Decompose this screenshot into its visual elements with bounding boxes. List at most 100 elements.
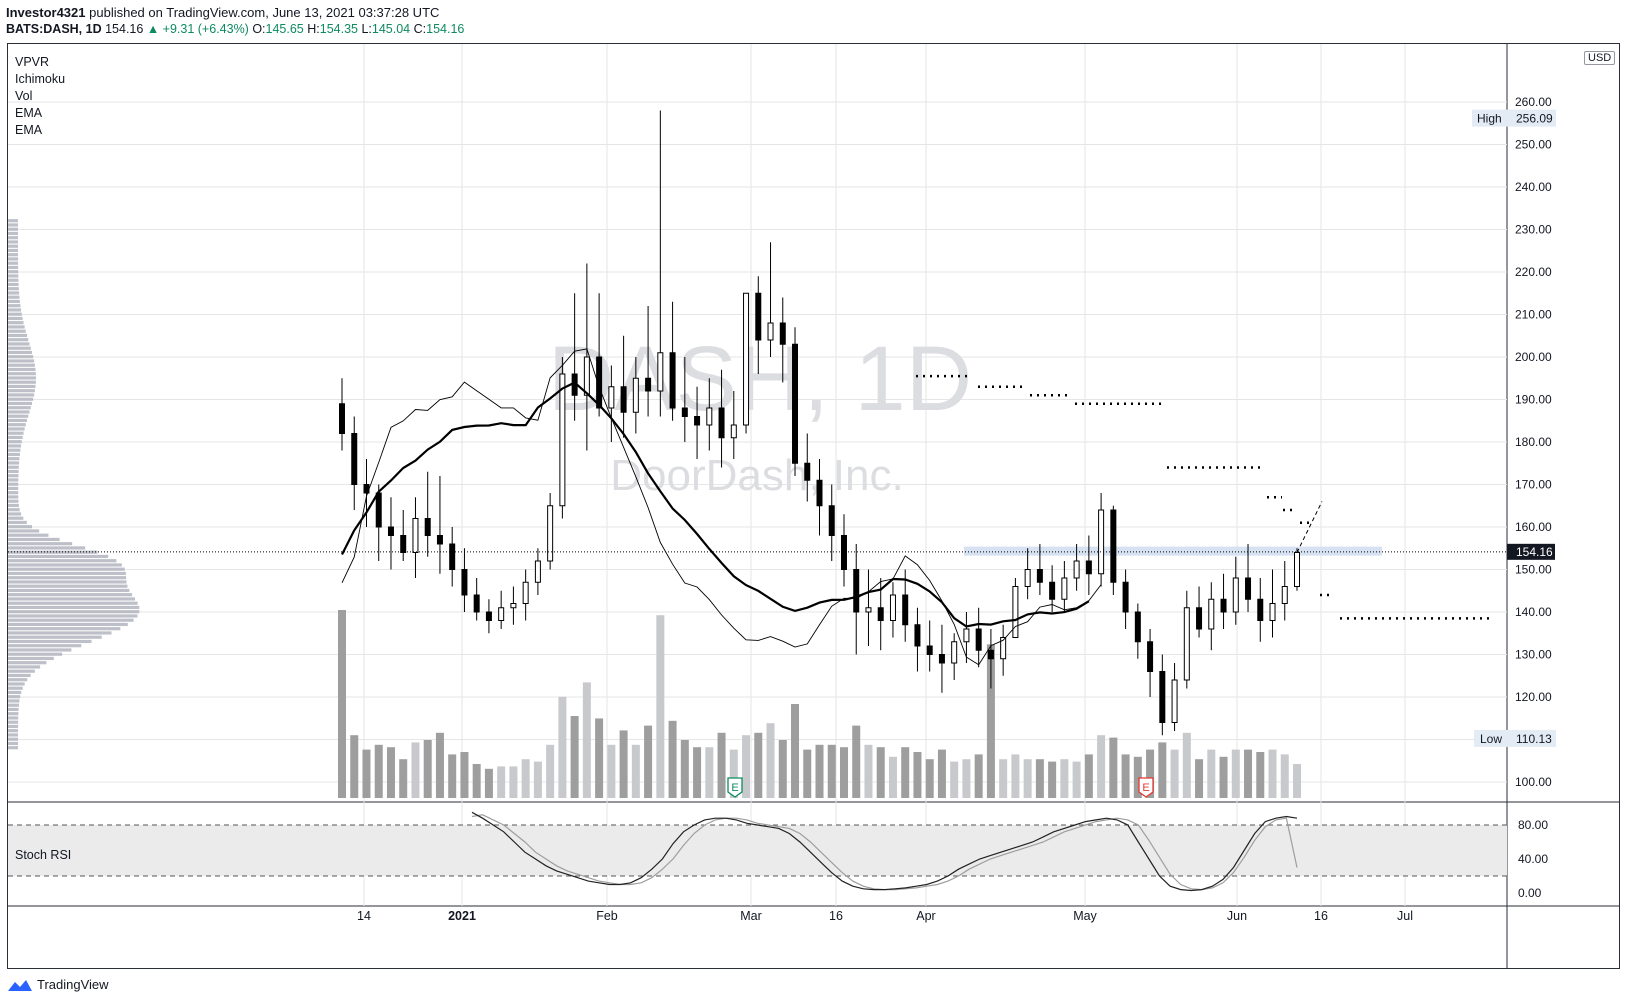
candle-body [975, 628, 982, 651]
vpvr-bar [8, 308, 22, 312]
x-tick-label: 16 [829, 909, 843, 923]
vpvr-bar [8, 661, 47, 665]
vpvr-bar [8, 652, 63, 656]
earnings-marker-icon [727, 777, 743, 798]
vpvr-bar [8, 287, 19, 291]
indicator-vol[interactable]: Vol [15, 89, 33, 103]
vpvr-bar [8, 414, 29, 418]
x-tick-label: Feb [596, 909, 618, 923]
ema-slow-line [341, 381, 1090, 628]
volume-bar [680, 740, 689, 798]
vpvr-bar [8, 355, 34, 359]
candle-body [400, 535, 407, 553]
volume-bar [668, 720, 677, 798]
vpvr-bar [8, 567, 125, 571]
vpvr-bar [8, 270, 19, 274]
volume-bar [1207, 749, 1216, 798]
volume-bar [1060, 759, 1069, 798]
vpvr-bar [8, 593, 133, 597]
chart-frame [7, 43, 1620, 969]
volume-bar [1195, 759, 1204, 798]
earnings-marker-label: E [1142, 782, 1149, 794]
close-label: C: [413, 22, 427, 36]
vpvr-bar [8, 376, 36, 380]
price-tick-label: 190.00 [1515, 393, 1552, 407]
currency-button[interactable]: USD [1584, 51, 1616, 65]
vpvr-bar [8, 444, 22, 448]
price-change: +9.31 (+6.43%) [162, 22, 249, 36]
candle-body [1085, 560, 1092, 575]
vpvr-bar [8, 656, 54, 661]
volume-bar [937, 749, 946, 798]
vpvr-bar [8, 363, 35, 367]
indicator-ichimoku[interactable]: Ichimoku [15, 72, 66, 86]
volume-bar [338, 610, 346, 798]
vpvr-bar [8, 304, 21, 308]
volume-bar [1011, 754, 1020, 798]
tradingview-logo[interactable]: TradingView [7, 977, 109, 992]
volume-bar [362, 749, 371, 798]
candle-body [926, 645, 933, 655]
publish-info: Investor4321 published on TradingView.co… [6, 5, 439, 20]
last-price-badge [1507, 543, 1555, 560]
indicator-ema-slow[interactable]: EMA [15, 123, 43, 137]
volume-bar [1256, 752, 1265, 798]
volume-bar [1158, 742, 1167, 798]
indicator-vpvr[interactable]: VPVR [15, 55, 50, 69]
symbol-legend: BATS:DASH, 1D 154.16 ▲ +9.31 (+6.43%) O:… [6, 22, 464, 36]
volume-bar [656, 615, 665, 798]
indicator-ema-fast[interactable]: EMA [15, 106, 43, 120]
vpvr-bar [8, 418, 27, 423]
low-label: L: [361, 22, 372, 36]
candle-body [1232, 577, 1239, 613]
vpvr-bar [8, 423, 26, 427]
stoch-rsi-title[interactable]: Stoch RSI [15, 848, 72, 862]
volume-bar [950, 761, 959, 798]
vpvr-bar [8, 295, 20, 299]
candle-body [914, 624, 921, 647]
volume-bar [644, 725, 653, 798]
price-tick-label: 120.00 [1515, 690, 1552, 704]
vpvr-bar [8, 282, 19, 287]
ema-fast-line [341, 348, 1102, 666]
candle-body [718, 407, 725, 439]
price-tick-label: 100.00 [1515, 775, 1552, 789]
vpvr-bar [8, 648, 72, 652]
vpvr-bar [8, 580, 127, 584]
vpvr-bar [8, 431, 24, 435]
vpvr-bar [8, 350, 33, 355]
vpvr-bar [8, 563, 122, 567]
vpvr-bar [8, 571, 126, 576]
candle-body [1000, 637, 1007, 660]
vpvr-bar [8, 601, 138, 605]
vpvr-bar [8, 673, 31, 678]
vpvr-bar [8, 338, 29, 342]
vpvr-bar [8, 299, 20, 304]
price-tick-label: 230.00 [1515, 223, 1552, 237]
vpvr-bar [8, 278, 19, 282]
vpvr-bar [8, 342, 30, 346]
author-name[interactable]: Investor4321 [6, 5, 86, 20]
volume-bar [999, 759, 1008, 798]
vpvr-bar [8, 274, 19, 278]
vpvr-bar [8, 703, 19, 707]
stoch-tick-label: 80.00 [1518, 818, 1548, 832]
volume-bar [1084, 754, 1093, 798]
candle-body [559, 373, 566, 507]
vpvr-bar [8, 359, 35, 363]
volume-bar [509, 766, 518, 798]
candle-body [657, 352, 664, 392]
high-label-bg [1472, 109, 1556, 127]
volume-bar [423, 740, 432, 798]
volume-bar [986, 644, 995, 798]
candle-body [412, 518, 419, 553]
symbol-label[interactable]: BATS:DASH, 1D [6, 22, 102, 36]
volume-bar [1048, 761, 1057, 798]
earnings-marker-icon [1138, 777, 1154, 798]
candle-body [485, 611, 492, 621]
volume-bar [374, 744, 383, 798]
volume-bar [619, 730, 628, 798]
candle-body [473, 594, 480, 613]
candle-body [608, 386, 615, 409]
